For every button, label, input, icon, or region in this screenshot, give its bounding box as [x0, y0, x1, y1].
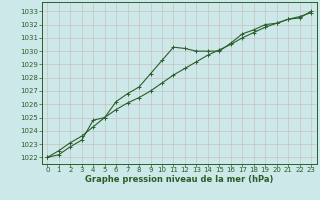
X-axis label: Graphe pression niveau de la mer (hPa): Graphe pression niveau de la mer (hPa)	[85, 175, 273, 184]
